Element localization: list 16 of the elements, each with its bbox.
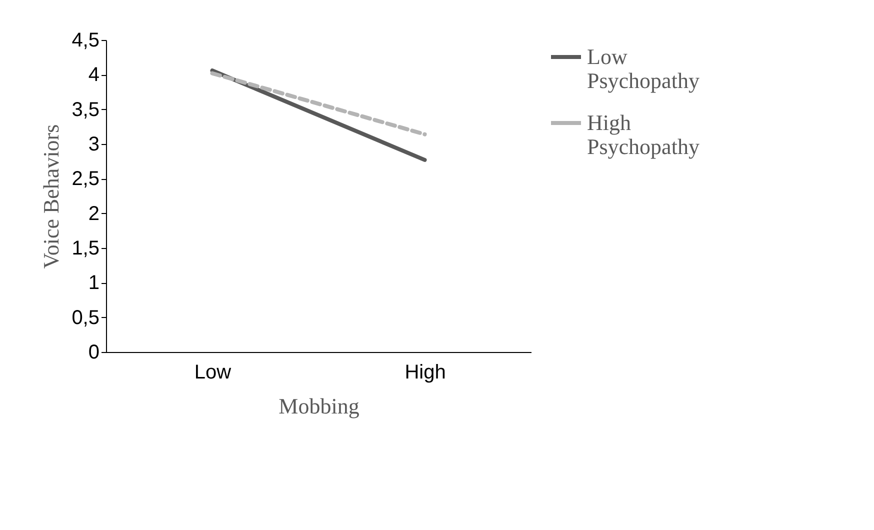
y-tick-label: 3 [88, 134, 100, 156]
y-tick-label: 1,5 [72, 238, 100, 260]
y-tick-label: 2 [88, 202, 100, 225]
legend-label: Low Psychopathy [587, 44, 700, 93]
legend-label: High Psychopathy [587, 110, 700, 159]
x-tick-label: High [404, 362, 446, 384]
y-tick-label: 1 [88, 272, 100, 294]
y-tick-label: 0 [88, 342, 100, 364]
y-tick-label: 4,5 [72, 30, 100, 52]
x-axis-title: Mobbing [278, 394, 360, 418]
y-axis-title: Voice Behaviors [38, 124, 64, 269]
y-tick-label: 3,5 [72, 98, 100, 121]
y-tick-label: 2,5 [72, 168, 100, 190]
y-tick-label: 0,5 [72, 306, 100, 329]
y-tick-label: 4 [88, 64, 100, 86]
x-tick-label: Low [194, 362, 232, 384]
